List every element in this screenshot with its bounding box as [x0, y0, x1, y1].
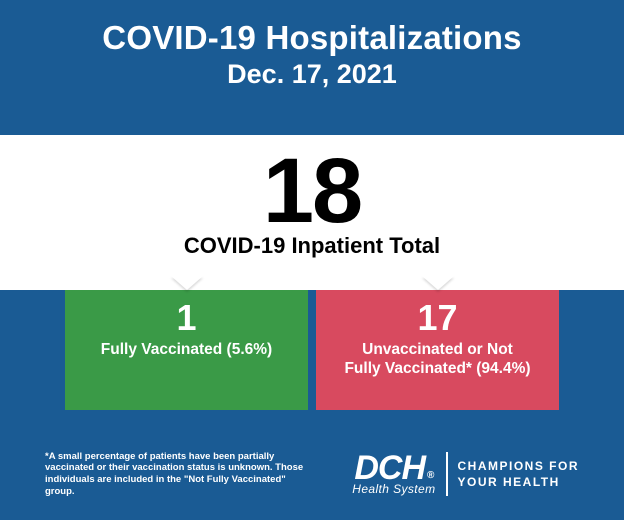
- brand-logo-main: DCH ®: [354, 453, 433, 484]
- registered-icon: ®: [427, 471, 433, 480]
- total-band: 18 COVID-19 Inpatient Total: [0, 135, 624, 290]
- brand-logo-sub: Health System: [352, 482, 435, 496]
- brand-tagline: CHAMPIONS FORYOUR HEALTH: [458, 458, 580, 490]
- panel-arrow-icon: [171, 276, 203, 290]
- title-date: Dec. 17, 2021: [0, 59, 624, 90]
- title-main: COVID-19 Hospitalizations: [0, 20, 624, 57]
- footnote-text: *A small percentage of patients have bee…: [45, 451, 305, 499]
- brand-divider: [446, 452, 448, 496]
- panel-vaccinated-count: 1: [71, 300, 302, 336]
- panel-vaccinated: 1 Fully Vaccinated (5.6%): [65, 290, 308, 410]
- panels-row: 1 Fully Vaccinated (5.6%) 17 Unvaccinate…: [65, 290, 559, 410]
- panel-unvaccinated: 17 Unvaccinated or NotFully Vaccinated* …: [316, 290, 559, 410]
- title-block: COVID-19 Hospitalizations Dec. 17, 2021: [0, 20, 624, 90]
- panel-unvaccinated-label: Unvaccinated or NotFully Vaccinated* (94…: [322, 340, 553, 379]
- panel-unvaccinated-count: 17: [322, 300, 553, 336]
- panel-arrow-icon: [422, 276, 454, 290]
- footer: *A small percentage of patients have bee…: [45, 451, 579, 499]
- panel-vaccinated-label: Fully Vaccinated (5.6%): [71, 340, 302, 359]
- infographic-canvas: COVID-19 Hospitalizations Dec. 17, 2021 …: [0, 0, 624, 520]
- brand-logo-text: DCH: [354, 453, 425, 484]
- brand-block: DCH ® Health System CHAMPIONS FORYOUR HE…: [352, 452, 579, 496]
- total-number: 18: [0, 145, 624, 237]
- brand-logo: DCH ® Health System: [352, 453, 435, 496]
- total-label: COVID-19 Inpatient Total: [0, 233, 624, 259]
